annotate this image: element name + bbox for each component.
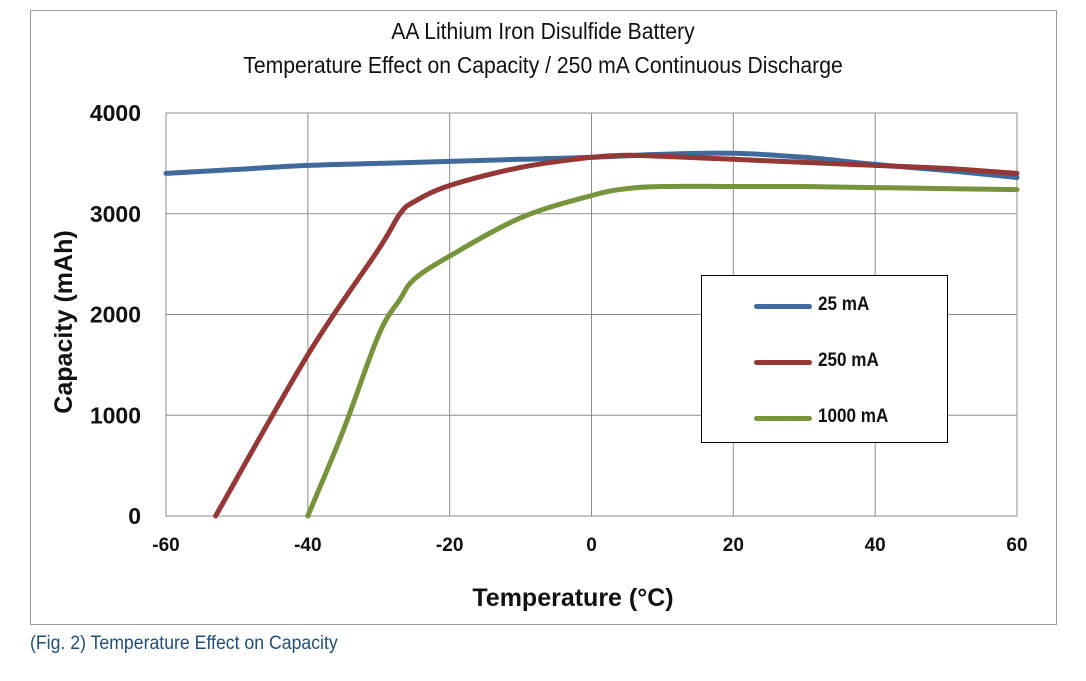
y-tick-label: 0 bbox=[128, 503, 141, 529]
x-tick-label: 20 bbox=[723, 535, 744, 556]
series-line-1000ma bbox=[305, 183, 1020, 519]
y-tick-label: 3000 bbox=[90, 201, 141, 227]
legend-label-250ma: 250 mA bbox=[818, 350, 879, 371]
grid-lines bbox=[165, 112, 1018, 517]
x-tick-label: -40 bbox=[294, 535, 321, 556]
y-tick-label: 2000 bbox=[90, 302, 141, 328]
legend-swatch-1000ma bbox=[754, 416, 812, 421]
y-tick-label: 4000 bbox=[90, 100, 141, 126]
x-tick-label: 0 bbox=[586, 535, 597, 556]
y-axis-label: Capacity (mAh) bbox=[50, 230, 78, 413]
tick-labels: -60 -40 -20 0 20 40 60 0 1000 2000 3000 4000 bbox=[90, 100, 1028, 556]
x-tick-label: 40 bbox=[865, 535, 886, 556]
x-axis-label: Temperature (°C) bbox=[472, 584, 673, 612]
figure-caption: (Fig. 2) Temperature Effect on Capacity bbox=[30, 633, 338, 654]
series-line-250ma bbox=[213, 152, 1020, 519]
y-tick-label: 1000 bbox=[90, 402, 141, 428]
plot-area-border bbox=[165, 112, 1018, 517]
legend-label-1000ma: 1000 mA bbox=[818, 406, 889, 427]
legend-item-25ma: 25 mA bbox=[702, 294, 949, 318]
legend-swatch-25ma bbox=[754, 304, 812, 309]
legend-swatch-250ma bbox=[754, 360, 812, 365]
legend-label-25ma: 25 mA bbox=[818, 294, 870, 315]
chart-title: AA Lithium Iron Disulfide Battery bbox=[391, 18, 695, 44]
chart-subtitle: Temperature Effect on Capacity / 250 mA … bbox=[243, 52, 843, 78]
x-tick-label: -60 bbox=[152, 535, 179, 556]
x-tick-label: 60 bbox=[1006, 535, 1027, 556]
x-tick-label: -20 bbox=[436, 535, 463, 556]
legend-item-1000ma: 1000 mA bbox=[702, 406, 949, 430]
series-lines bbox=[163, 150, 1020, 519]
legend-item-250ma: 250 mA bbox=[702, 350, 949, 374]
legend: 25 mA 250 mA 1000 mA bbox=[701, 275, 948, 443]
